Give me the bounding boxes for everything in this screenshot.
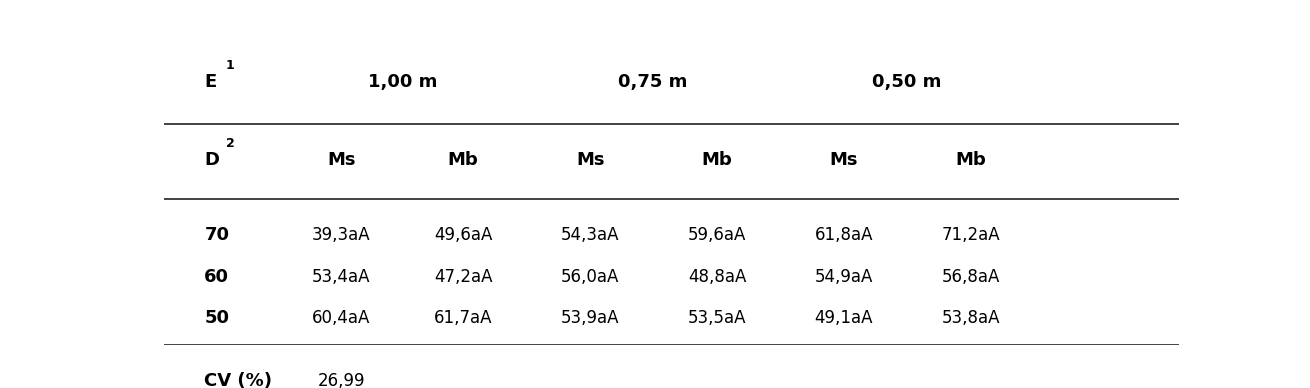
Text: E: E [204,73,216,92]
Text: 50: 50 [204,310,229,327]
Text: 56,8aA: 56,8aA [942,268,1000,286]
Text: 60: 60 [204,268,229,286]
Text: 39,3aA: 39,3aA [312,226,371,244]
Text: 54,3aA: 54,3aA [561,226,620,244]
Text: Mb: Mb [702,151,732,169]
Text: 61,7aA: 61,7aA [434,310,493,327]
Text: 56,0aA: 56,0aA [561,268,620,286]
Text: D: D [204,151,219,169]
Text: 47,2aA: 47,2aA [434,268,493,286]
Text: 59,6aA: 59,6aA [688,226,747,244]
Text: 60,4aA: 60,4aA [312,310,371,327]
Text: 61,8aA: 61,8aA [815,226,874,244]
Text: 2: 2 [225,137,234,150]
Text: 49,1aA: 49,1aA [815,310,874,327]
Text: 49,6aA: 49,6aA [434,226,493,244]
Text: 71,2aA: 71,2aA [942,226,1001,244]
Text: 53,5aA: 53,5aA [688,310,747,327]
Text: Ms: Ms [328,151,356,169]
Text: 1,00 m: 1,00 m [368,73,438,92]
Text: 26,99: 26,99 [317,372,365,388]
Text: 48,8aA: 48,8aA [688,268,747,286]
Text: 70: 70 [204,226,229,244]
Text: 54,9aA: 54,9aA [815,268,874,286]
Text: Ms: Ms [576,151,604,169]
Text: 53,9aA: 53,9aA [561,310,620,327]
Text: Mb: Mb [955,151,986,169]
Text: Ms: Ms [829,151,858,169]
Text: 53,8aA: 53,8aA [942,310,1000,327]
Text: 0,75 m: 0,75 m [618,73,688,92]
Text: 53,4aA: 53,4aA [312,268,371,286]
Text: 1: 1 [225,59,234,73]
Text: 0,50 m: 0,50 m [872,73,942,92]
Text: CV (%): CV (%) [204,372,272,388]
Text: Mb: Mb [448,151,478,169]
